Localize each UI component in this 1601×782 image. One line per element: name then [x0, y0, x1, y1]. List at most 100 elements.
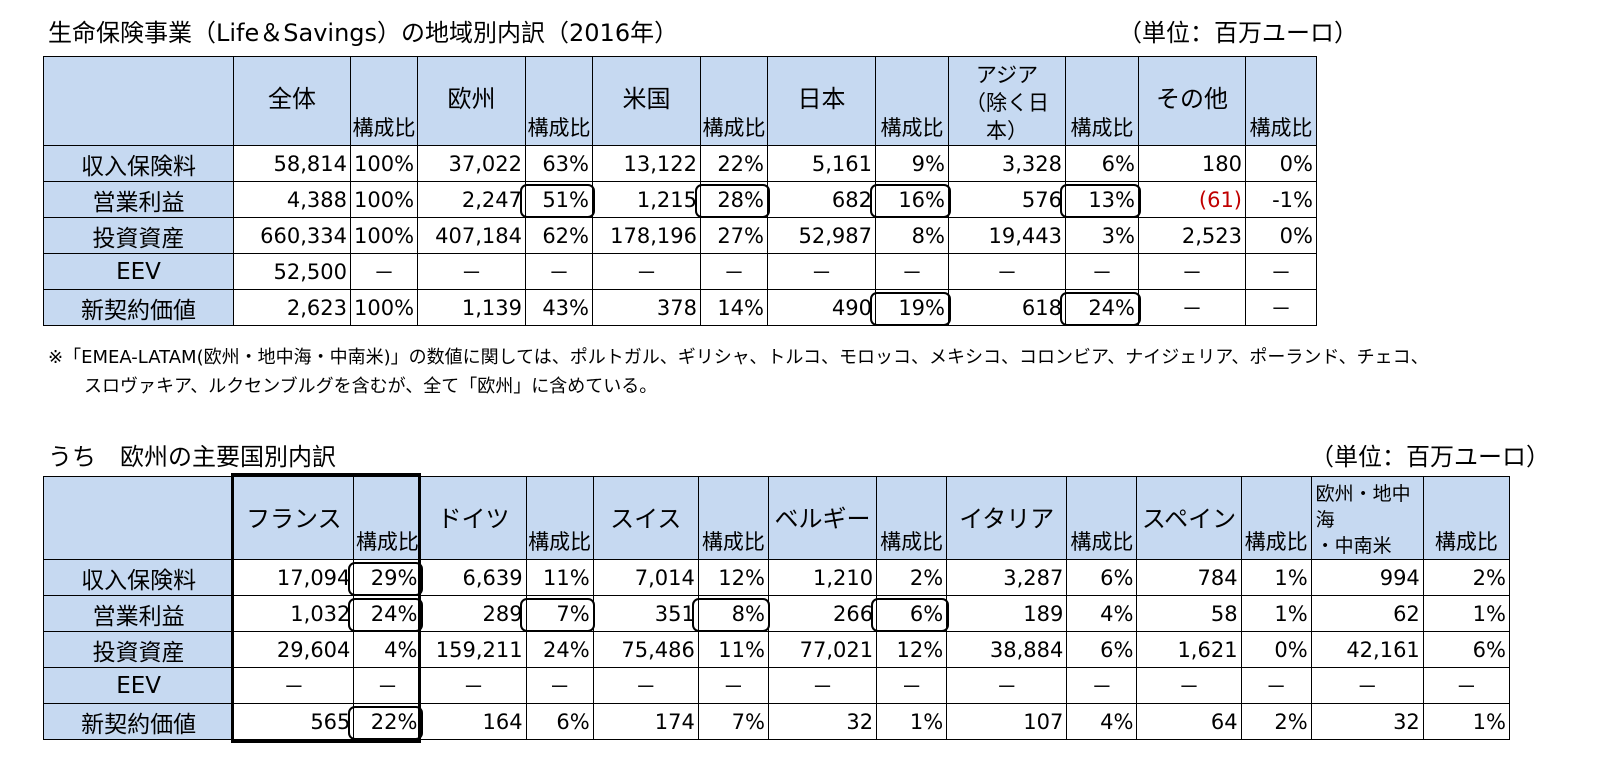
table2-cell: －	[946, 667, 1068, 704]
table2-cell: 4%	[1066, 595, 1138, 632]
table1-cell: 0%	[1245, 217, 1317, 254]
table2-cell: 1,032	[233, 595, 355, 632]
table1-header-row: 全体 構成比 欧州 構成比 米国 構成比 日本 構成比 アジア （除く日本） 構成比 その他 構成比	[43, 56, 1317, 146]
table1-cell: 43%	[525, 289, 593, 326]
table1-note-line1: ※「EMEA-LATAM(欧州・地中海・中南米)」の数値に関しては、ポルトガル、…	[48, 347, 1429, 368]
table1-regional-breakdown: 全体 構成比 欧州 構成比 米国 構成比 日本 構成比 アジア （除く日本） 構成比 その他 構成比 …	[43, 56, 1317, 326]
table2-cell: 6%	[525, 703, 594, 740]
table1-cell: 178,196	[592, 217, 701, 254]
table2-cell: 164	[420, 703, 527, 740]
table2-cell: －	[1136, 667, 1242, 704]
table1-cell: －	[700, 253, 768, 290]
table2-cell: 107	[946, 703, 1068, 740]
table2-cell: 7%	[525, 595, 594, 632]
table1-cell: 24%	[1065, 289, 1139, 326]
table2-cell: 32	[1310, 703, 1424, 740]
table1-header-4: 日本	[767, 56, 876, 146]
table2-cell: 784	[1136, 559, 1242, 596]
table2-cell: 38,884	[946, 631, 1068, 668]
table2-cell: 62	[1310, 595, 1424, 632]
table2-row-label: 投資資産	[42, 631, 235, 668]
table1-cell: 1,139	[417, 289, 526, 326]
table2-cell: －	[697, 667, 769, 704]
table2-cell: 17,094	[233, 559, 355, 596]
table2-cell: 266	[767, 595, 878, 632]
table2-row-label: 営業利益	[42, 595, 235, 632]
table2-cell: 6%	[876, 595, 948, 632]
table-row: 営業利益 1,032 24% 289 7% 351 8% 266 6% 189 4% 58 1% 62 1%	[42, 595, 1511, 632]
table1-ratio-header-1: 構成比	[350, 56, 418, 146]
table2-cell: 7%	[697, 703, 769, 740]
table2-cell: －	[767, 667, 878, 704]
table1-cell: 13,122	[592, 145, 701, 182]
table1-cell: 3%	[1065, 217, 1139, 254]
table2-ratio-header-1: 構成比	[353, 476, 422, 560]
table1-cell: 100%	[350, 145, 418, 182]
table2-cell: 565	[233, 703, 355, 740]
table2-cell: 24%	[353, 595, 422, 632]
table2-cell: 351	[592, 595, 699, 632]
table1-cell: 660,334	[233, 217, 351, 254]
table1-cell: 2,247	[417, 181, 526, 218]
table2-cell: 3,287	[946, 559, 1068, 596]
table-row: 投資資産 29,604 4% 159,211 24% 75,486 11% 77,021 12%…	[42, 631, 1511, 668]
table-row: EEV 52,500 －－－－－－－－－－－	[43, 253, 1317, 290]
table2-cell: 11%	[525, 559, 594, 596]
table2-header-7: 欧州・地中海 ・中南米	[1310, 476, 1424, 560]
table1-cell: 1,215	[592, 181, 701, 218]
table-row: 新契約価値 2,623 100% 1,139 43% 378 14% 490 19% 618 24%…	[43, 289, 1317, 326]
table1-cell: 28%	[700, 181, 768, 218]
table2-title: うち 欧州の主要国別内訳	[48, 443, 336, 471]
table2-cell: －	[353, 667, 422, 704]
table1-cell: 51%	[525, 181, 593, 218]
table2-ratio-header-6: 構成比	[1240, 476, 1312, 560]
table1-header-6: その他	[1138, 56, 1246, 146]
table1-header-5: アジア （除く日本）	[948, 56, 1066, 146]
table2-ratio-header-3: 構成比	[697, 476, 769, 560]
table2-cell: －	[876, 667, 948, 704]
table1-header-3: 米国	[592, 56, 701, 146]
table1-ratio-header-2: 構成比	[525, 56, 593, 146]
table2-cell: 64	[1136, 703, 1242, 740]
table2-cell: 24%	[525, 631, 594, 668]
table1-row-label: 収入保険料	[43, 145, 234, 182]
table2-cell: 11%	[697, 631, 769, 668]
table1-cell: 3,328	[948, 145, 1066, 182]
table1-cell: －	[948, 253, 1066, 290]
table1-cell: 407,184	[417, 217, 526, 254]
table2-cell: 1,210	[767, 559, 878, 596]
table1-cell: 14%	[700, 289, 768, 326]
table2-cell: －	[1310, 667, 1424, 704]
table1-cell: 6%	[1065, 145, 1139, 182]
table2-cell: －	[233, 667, 355, 704]
table2-cell: 0%	[1240, 631, 1312, 668]
table1-cell: －	[1245, 253, 1317, 290]
table1-cell: 4,388	[233, 181, 351, 218]
table2-ratio-header-7: 構成比	[1422, 476, 1511, 560]
table1-cell: 2,523	[1138, 217, 1246, 254]
table1-note-line2: スロヴァキア、ルクセンブルグを含むが、全て「欧州」に含めている。	[84, 376, 658, 397]
table2-corner-cell	[42, 476, 235, 560]
table2-cell: －	[420, 667, 527, 704]
table2-cell: 6%	[1066, 559, 1138, 596]
table2-cell: 58	[1136, 595, 1242, 632]
table1-cell: 16%	[875, 181, 949, 218]
table1-cell: 27%	[700, 217, 768, 254]
table1-row-label: 投資資産	[43, 217, 234, 254]
table2-unit: （単位：百万ユーロ）	[1310, 443, 1550, 471]
table2-cell: 6,639	[420, 559, 527, 596]
table2-cell: 159,211	[420, 631, 527, 668]
table2-cell: 4%	[1066, 703, 1138, 740]
table1-cell: 13%	[1065, 181, 1139, 218]
table1-ratio-header-5: 構成比	[1065, 56, 1139, 146]
table2-cell: 2%	[1240, 703, 1312, 740]
table2-cell: 1%	[1422, 595, 1511, 632]
table1-cell: 0%	[1245, 145, 1317, 182]
table1-cell: 22%	[700, 145, 768, 182]
table1-cell: －	[1065, 253, 1139, 290]
table1-cell: 576	[948, 181, 1066, 218]
table2-cell: 1,621	[1136, 631, 1242, 668]
table2-cell: 12%	[876, 631, 948, 668]
table2-row-label: 収入保険料	[42, 559, 235, 596]
table1-row-label: 営業利益	[43, 181, 234, 218]
